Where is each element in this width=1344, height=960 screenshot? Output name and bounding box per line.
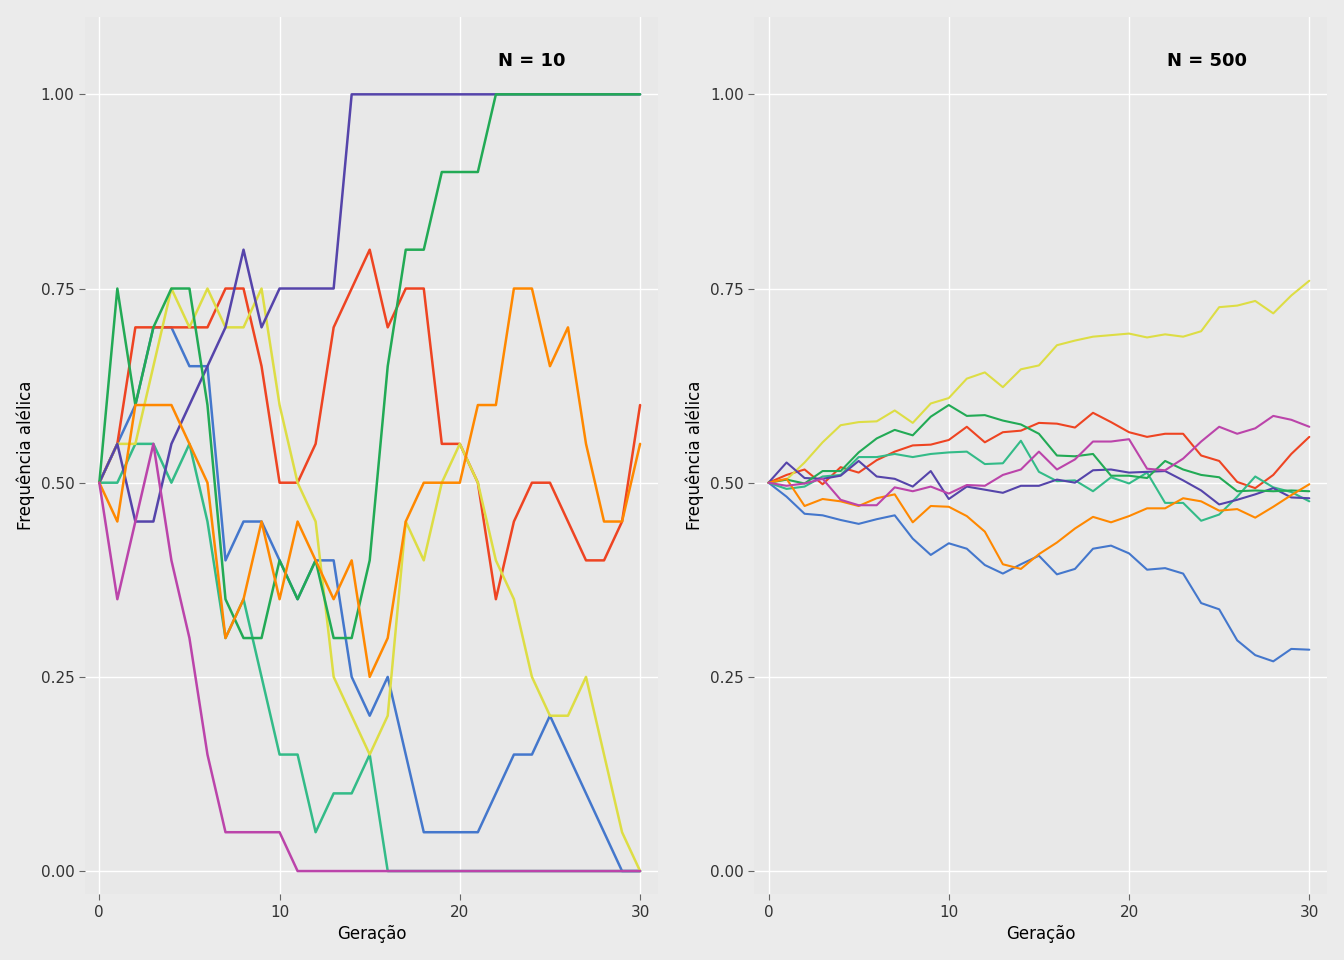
Text: N = 500: N = 500 <box>1167 52 1247 70</box>
Text: N = 10: N = 10 <box>497 52 564 70</box>
X-axis label: Geração: Geração <box>337 925 406 944</box>
X-axis label: Geração: Geração <box>1005 925 1075 944</box>
Y-axis label: Frequência alélica: Frequência alélica <box>16 381 35 530</box>
Y-axis label: Frequência alélica: Frequência alélica <box>685 381 704 530</box>
